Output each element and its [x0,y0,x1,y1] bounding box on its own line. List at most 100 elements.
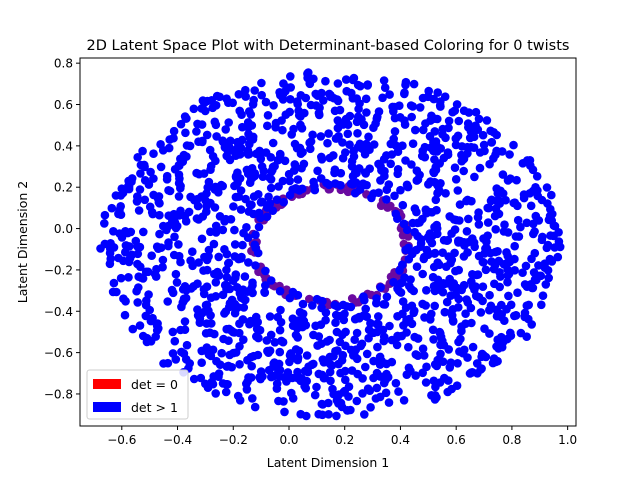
scatter-point [228,98,237,108]
scatter-point [465,369,475,378]
scatter-point [266,153,276,162]
scatter-point [229,202,238,211]
scatter-point [156,140,165,149]
scatter-point [429,262,439,272]
scatter-point [430,127,440,136]
scatter-point [537,300,546,310]
scatter-point [285,293,295,303]
scatter-point [194,169,204,179]
scatter-point [224,118,233,127]
scatter-point [154,244,163,253]
scatter-point [400,88,409,97]
scatter-point [126,227,136,237]
scatter-point [232,283,242,292]
scatter-point [197,358,206,368]
scatter-point [411,125,420,135]
scatter-point [343,406,352,415]
scatter-point [446,258,455,268]
scatter-point [168,327,178,337]
scatter-point [380,300,390,309]
x-tick-label: 0.6 [447,433,466,447]
scatter-point [286,72,295,81]
scatter-point [332,396,342,405]
scatter-point [406,275,415,284]
scatter-point [476,308,486,317]
scatter-point [359,180,368,190]
scatter-point [502,258,512,268]
scatter-point [251,261,260,270]
scatter-point [330,168,339,178]
scatter-point [233,391,243,401]
scatter-point [238,135,247,145]
scatter-point [170,232,179,242]
scatter-point [547,190,556,200]
scatter-point [124,273,133,282]
scatter-point [235,328,244,338]
scatter-point [300,366,310,376]
scatter-point [543,240,553,250]
scatter-point [374,188,384,197]
scatter-point [224,142,234,151]
scatter-point [253,190,263,199]
scatter-point [298,184,307,194]
scatter-point [493,356,502,366]
y-tick-label: −0.6 [44,346,73,360]
y-tick-label: −0.2 [44,263,73,277]
scatter-point [372,294,381,303]
scatter-point [390,113,400,123]
scatter-point [470,242,480,252]
scatter-point [361,304,371,314]
scatter-point [134,272,143,282]
scatter-point [343,120,353,129]
scatter-point [463,248,472,257]
scatter-point [365,386,375,396]
scatter-point [222,265,231,275]
scatter-point [375,372,385,381]
scatter-point [422,286,431,295]
scatter-point [235,342,244,351]
scatter-point [462,295,471,304]
scatter-point [106,239,115,248]
scatter-point [182,114,191,123]
scatter-point [363,80,373,89]
scatter-point [176,183,185,193]
scatter-point [197,234,207,244]
scatter-point [382,185,392,194]
scatter-point [415,170,424,180]
scatter-point [167,285,177,295]
scatter-point [453,131,463,141]
scatter-point [541,280,551,289]
scatter-point [301,384,311,393]
scatter-point [373,112,382,122]
scatter-point [206,165,215,174]
scatter-point [262,203,272,212]
scatter-point [177,347,186,357]
scatter-point [409,79,419,89]
scatter-point [261,281,270,290]
scatter-point [207,319,216,328]
scatter-point [384,398,394,407]
scatter-point [466,127,476,136]
scatter-point [422,362,431,372]
scatter-point [116,202,125,211]
scatter-point [316,132,326,141]
scatter-point [100,210,110,220]
scatter-point [491,225,501,234]
scatter-point [448,316,458,325]
scatter-point [253,248,263,258]
scatter-point [463,119,473,128]
scatter-point [378,93,387,103]
scatter-point [383,372,393,382]
scatter-point [498,337,508,347]
scatter-point [325,352,335,362]
scatter-point [239,228,248,238]
scatter-point [235,360,244,369]
scatter-point [492,196,501,206]
scatter-point [156,162,166,172]
scatter-point [393,284,402,293]
scatter-point [460,345,469,355]
scatter-point [116,273,126,283]
scatter-point [331,318,340,328]
scatter-point [286,349,296,358]
scatter-point [405,281,414,291]
